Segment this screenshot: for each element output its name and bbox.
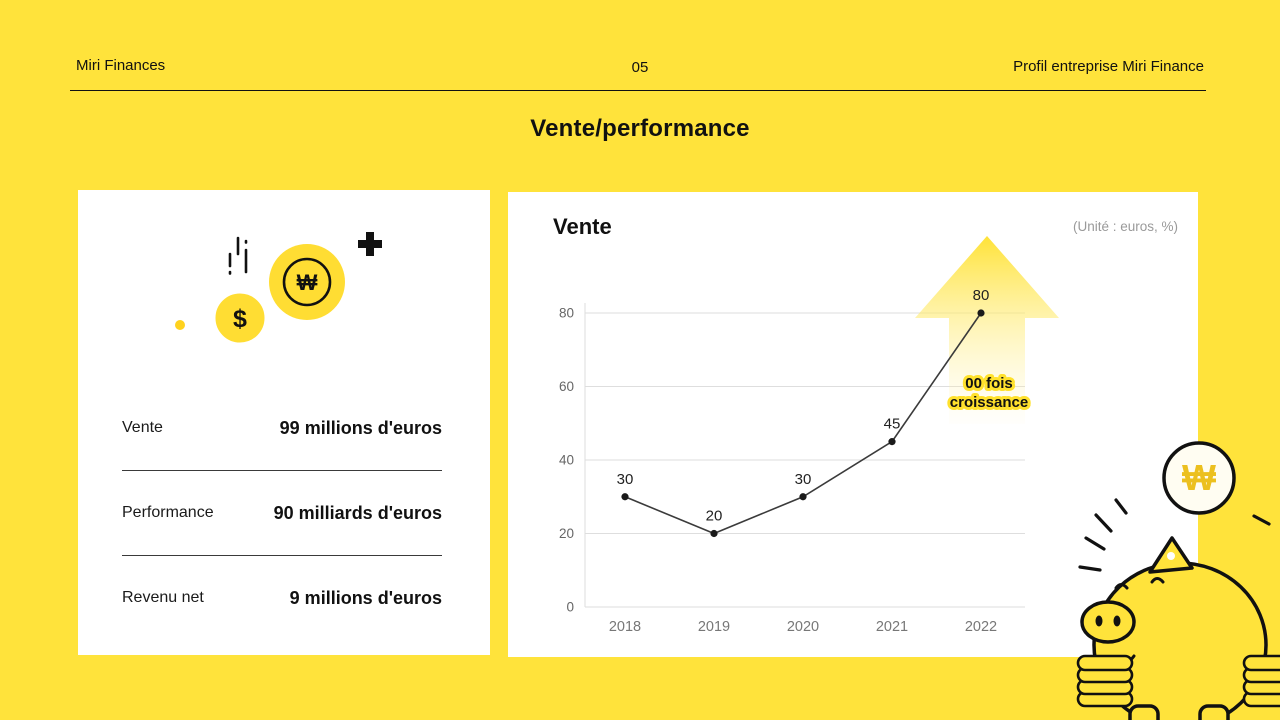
won-coin-icon: ₩ bbox=[1162, 441, 1236, 515]
x-tick-label: 2019 bbox=[698, 619, 730, 635]
data-label: 80 bbox=[973, 287, 990, 304]
stats-card: $ ₩ Vente 99 millions d'euros Performanc… bbox=[78, 190, 490, 655]
stat-label: Performance bbox=[122, 504, 214, 521]
growth-annotation: 00 fois croissance bbox=[950, 375, 1028, 411]
stat-label: Vente bbox=[122, 419, 163, 436]
speed-lines-icon bbox=[228, 236, 248, 275]
stat-value: 99 millions d'euros bbox=[279, 417, 442, 438]
growth-arrow-icon bbox=[915, 236, 1059, 424]
chart-unit-note: (Unité : euros, %) bbox=[1072, 219, 1178, 234]
data-label: 30 bbox=[617, 471, 634, 488]
dot-icon bbox=[175, 320, 185, 330]
piggy-bank-drawing: ₩ bbox=[1076, 441, 1280, 720]
stat-row-vente: Vente 99 millions d'euros bbox=[122, 386, 442, 470]
coin-stack-left-icon bbox=[1076, 654, 1134, 708]
sparkle-lines-icon bbox=[1078, 498, 1271, 572]
pig-icon bbox=[1080, 536, 1268, 720]
plus-icon bbox=[358, 232, 382, 256]
data-label: 30 bbox=[795, 471, 812, 488]
header-divider bbox=[70, 90, 1206, 91]
stat-label: Revenu net bbox=[122, 589, 204, 606]
data-label: 45 bbox=[884, 416, 901, 433]
sales-line bbox=[624, 312, 982, 535]
money-illustration: $ ₩ bbox=[175, 232, 382, 348]
slide-title: Vente/performance bbox=[530, 115, 750, 142]
y-tick-label: 60 bbox=[559, 379, 574, 394]
won-symbol: ₩ bbox=[297, 270, 318, 295]
x-tick-label: 2018 bbox=[609, 619, 641, 635]
data-point bbox=[888, 438, 896, 446]
header-right-label: Profil entreprise Miri Finance bbox=[1013, 58, 1204, 75]
stat-row-revenu-net: Revenu net 9 millions d'euros bbox=[122, 555, 442, 640]
stat-value: 9 millions d'euros bbox=[289, 587, 442, 608]
y-tick-label: 80 bbox=[559, 306, 574, 321]
page-number: 05 bbox=[631, 59, 649, 76]
x-tick-label: 2021 bbox=[876, 619, 908, 635]
data-point bbox=[799, 493, 807, 501]
y-tick-label: 20 bbox=[559, 526, 574, 541]
dollar-coin-icon: $ bbox=[210, 288, 270, 348]
data-point bbox=[621, 493, 629, 501]
piggy-bank-illustration: ₩ bbox=[1072, 420, 1280, 720]
data-point bbox=[710, 529, 718, 538]
won-coin-icon: ₩ bbox=[269, 244, 345, 320]
x-tick-label: 2022 bbox=[965, 619, 997, 635]
piggy-coin-symbol: ₩ bbox=[1182, 457, 1216, 498]
y-tick-label: 0 bbox=[566, 600, 574, 615]
stat-value: 90 milliards d'euros bbox=[273, 502, 442, 523]
dollar-symbol: $ bbox=[233, 305, 247, 333]
data-label: 20 bbox=[706, 508, 723, 525]
coin-stack-right-icon bbox=[1242, 654, 1280, 708]
header-left-label: Miri Finances bbox=[76, 57, 166, 74]
data-point bbox=[977, 309, 985, 317]
chart-card: Vente (Unité : euros, %) 0 20 40 60 80 2018 20… bbox=[508, 192, 1198, 657]
stats-rows: Vente 99 millions d'euros Performance 90… bbox=[122, 386, 442, 640]
sales-line-chart: 0 20 40 60 80 2018 2019 2020 2021 2022 30 20 30 45 80 0… bbox=[559, 236, 1059, 635]
y-tick-label: 40 bbox=[559, 453, 574, 468]
chart-title: Vente bbox=[553, 214, 612, 239]
stat-row-performance: Performance 90 milliards d'euros bbox=[122, 470, 442, 555]
x-tick-label: 2020 bbox=[787, 619, 819, 635]
